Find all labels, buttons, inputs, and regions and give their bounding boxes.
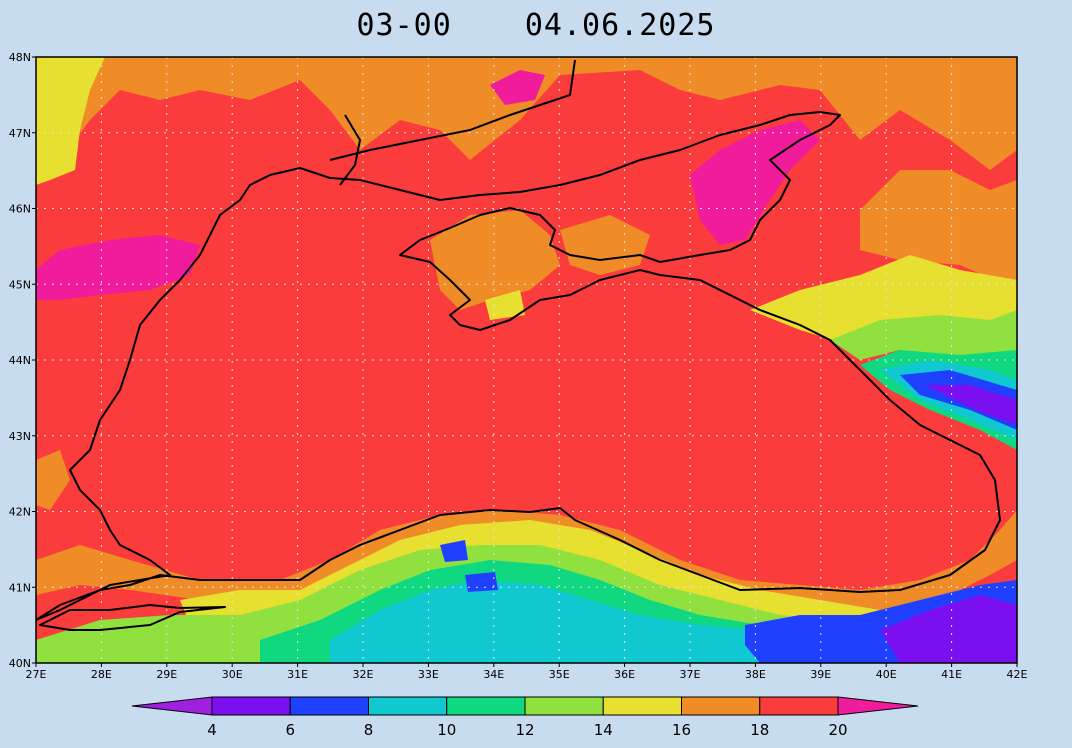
colorbar-segment xyxy=(446,696,526,716)
orange-top-right xyxy=(860,170,1017,290)
lat-tick-label: 46N xyxy=(9,203,31,216)
orange-kerch xyxy=(560,215,650,275)
lon-tick-label: 27E xyxy=(26,668,47,681)
coastline xyxy=(35,59,1001,631)
lon-tick-label: 30E xyxy=(222,668,243,681)
colorbar-label: 16 xyxy=(672,721,691,739)
yellow-south xyxy=(180,520,920,625)
magenta-azov xyxy=(490,70,545,105)
colorbar-label: 12 xyxy=(515,721,534,739)
colorbar-label: 4 xyxy=(207,721,217,739)
lat-lon-grid xyxy=(36,57,1017,663)
lat-tick-label: 44N xyxy=(9,354,31,367)
yellow-top-left xyxy=(36,57,105,185)
violet-east xyxy=(925,385,1017,425)
lat-tick-labels: 40N 41N 42N 43N 44N 45N 46N 47N 48N xyxy=(9,51,36,670)
lon-tick-label: 31E xyxy=(287,668,308,681)
colorbar-segment xyxy=(759,696,839,716)
colorbar-label: 8 xyxy=(364,721,374,739)
lat-tick-label: 43N xyxy=(9,430,31,443)
lat-tick-label: 41N xyxy=(9,581,31,594)
lon-tick-label: 32E xyxy=(353,668,374,681)
magenta-kuban xyxy=(690,120,820,245)
lon-tick-label: 42E xyxy=(1007,668,1028,681)
title-time: 03-00 xyxy=(356,8,452,43)
colorbar-high-triangle xyxy=(837,696,919,716)
colorbar-label: 10 xyxy=(437,721,456,739)
colorbar-segment xyxy=(681,696,761,716)
colorbar: 4 6 8 10 12 14 16 18 20 xyxy=(131,696,919,739)
lon-tick-label: 38E xyxy=(745,668,766,681)
colorbar-segment xyxy=(602,696,682,716)
lon-tick-label: 37E xyxy=(680,668,701,681)
lon-tick-label: 33E xyxy=(418,668,439,681)
lat-tick-label: 48N xyxy=(9,51,31,64)
orange-south-coast xyxy=(36,510,1017,610)
colorbar-segment xyxy=(368,696,448,716)
blue-south-patch2 xyxy=(465,572,498,592)
lon-tick-label: 35E xyxy=(549,668,570,681)
lon-tick-labels: 27E 28E 29E 30E 31E 32E 33E 34E 35E 36E 37E 38E 39E 4… xyxy=(26,663,1028,681)
map-title: 03-00 04.06.2025 xyxy=(0,8,1072,43)
colorbar-label: 6 xyxy=(285,721,295,739)
orange-west-patch xyxy=(36,450,70,510)
lat-tick-label: 40N xyxy=(9,657,31,670)
lat-tick-label: 45N xyxy=(9,278,31,291)
colorbar-label: 14 xyxy=(594,721,613,739)
title-date: 04.06.2025 xyxy=(524,8,716,43)
lon-tick-label: 28E xyxy=(91,668,112,681)
yellow-crimea-south xyxy=(485,290,525,320)
colorbar-segment xyxy=(289,696,369,716)
lon-tick-label: 34E xyxy=(483,668,504,681)
lon-tick-label: 39E xyxy=(810,668,831,681)
orange-crimea-interior xyxy=(430,210,560,310)
lon-tick-label: 29E xyxy=(156,668,177,681)
colorbar-label: 18 xyxy=(750,721,769,739)
colorbar-label: 20 xyxy=(828,721,847,739)
lon-tick-label: 40E xyxy=(876,668,897,681)
colorbar-low-triangle xyxy=(131,696,213,716)
colorbar-segment xyxy=(524,696,604,716)
blue-south-patch1 xyxy=(440,540,468,562)
lon-tick-label: 36E xyxy=(614,668,635,681)
violet-southeast xyxy=(880,595,1017,663)
colorbar-segment xyxy=(211,696,291,716)
lon-tick-label: 41E xyxy=(941,668,962,681)
lat-tick-label: 47N xyxy=(9,127,31,140)
lat-tick-label: 42N xyxy=(9,506,31,519)
lightgreen-east xyxy=(830,310,1017,390)
